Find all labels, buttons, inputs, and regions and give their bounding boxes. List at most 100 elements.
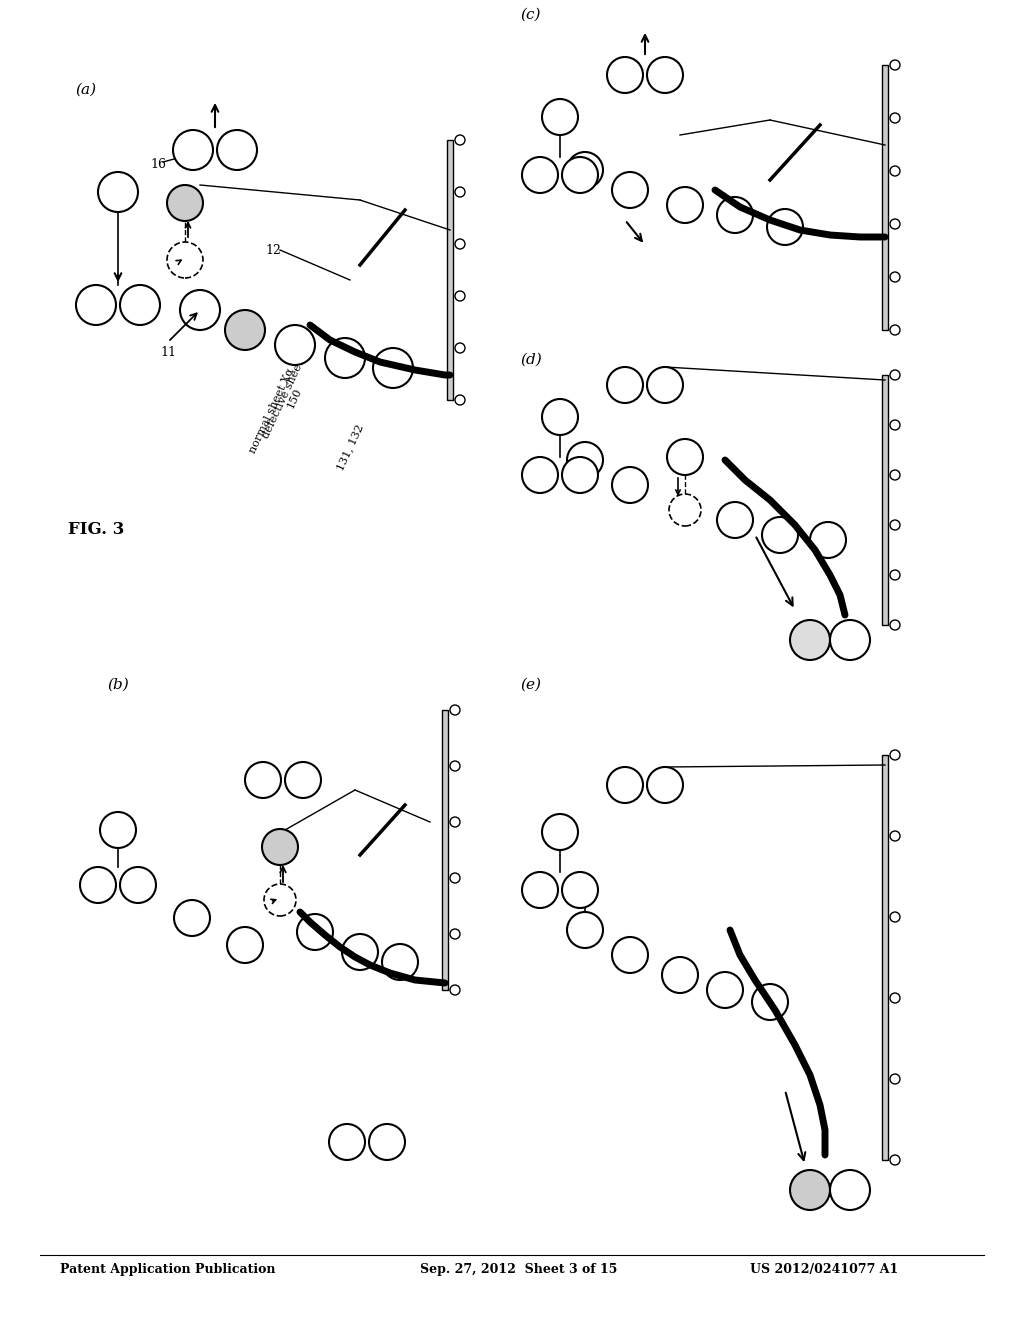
Circle shape (562, 457, 598, 492)
Circle shape (100, 812, 136, 847)
Circle shape (890, 750, 900, 760)
Circle shape (890, 993, 900, 1003)
Circle shape (180, 290, 220, 330)
Circle shape (890, 420, 900, 430)
Circle shape (373, 348, 413, 388)
Circle shape (662, 957, 698, 993)
Circle shape (275, 325, 315, 366)
Circle shape (227, 927, 263, 964)
Circle shape (567, 152, 603, 187)
Circle shape (890, 59, 900, 70)
Circle shape (285, 762, 321, 799)
Circle shape (790, 620, 830, 660)
Circle shape (810, 521, 846, 558)
Bar (447, 140, 453, 400)
Circle shape (522, 873, 558, 908)
Text: Sep. 27, 2012  Sheet 3 of 15: Sep. 27, 2012 Sheet 3 of 15 (420, 1263, 617, 1276)
Circle shape (80, 867, 116, 903)
Circle shape (225, 310, 265, 350)
Circle shape (382, 944, 418, 979)
Circle shape (562, 873, 598, 908)
Circle shape (450, 873, 460, 883)
Circle shape (890, 1074, 900, 1084)
Circle shape (612, 172, 648, 209)
Circle shape (669, 494, 701, 525)
Circle shape (455, 395, 465, 405)
Circle shape (762, 517, 798, 553)
Circle shape (752, 983, 788, 1020)
Circle shape (455, 135, 465, 145)
Circle shape (790, 1170, 830, 1210)
Circle shape (562, 157, 598, 193)
Circle shape (890, 570, 900, 579)
Text: US 2012/0241077 A1: US 2012/0241077 A1 (750, 1263, 898, 1276)
Circle shape (647, 367, 683, 403)
Circle shape (329, 1125, 365, 1160)
Circle shape (890, 832, 900, 841)
Bar (882, 65, 888, 330)
Circle shape (647, 57, 683, 92)
Circle shape (830, 620, 870, 660)
Circle shape (173, 129, 213, 170)
Circle shape (890, 325, 900, 335)
Circle shape (76, 285, 116, 325)
Text: FIG. 3: FIG. 3 (68, 521, 124, 539)
Text: (b): (b) (106, 678, 129, 692)
Circle shape (542, 99, 578, 135)
Circle shape (342, 935, 378, 970)
Circle shape (890, 520, 900, 531)
Text: (c): (c) (520, 8, 541, 22)
Circle shape (450, 929, 460, 939)
Text: 12: 12 (265, 243, 281, 256)
Text: (d): (d) (520, 352, 542, 367)
Circle shape (612, 467, 648, 503)
Circle shape (455, 343, 465, 352)
Circle shape (890, 912, 900, 921)
Circle shape (245, 762, 281, 799)
Circle shape (325, 338, 365, 378)
Circle shape (455, 187, 465, 197)
Circle shape (717, 502, 753, 539)
Circle shape (450, 705, 460, 715)
Text: Patent Application Publication: Patent Application Publication (60, 1263, 275, 1276)
Circle shape (607, 767, 643, 803)
Circle shape (607, 57, 643, 92)
Circle shape (455, 290, 465, 301)
Circle shape (120, 867, 156, 903)
Circle shape (767, 209, 803, 246)
Circle shape (450, 985, 460, 995)
Circle shape (174, 900, 210, 936)
Circle shape (667, 187, 703, 223)
Text: 131, 132: 131, 132 (335, 422, 366, 473)
Circle shape (522, 157, 558, 193)
Circle shape (667, 440, 703, 475)
Circle shape (450, 817, 460, 828)
Circle shape (567, 912, 603, 948)
Text: 16: 16 (150, 158, 166, 172)
Circle shape (297, 913, 333, 950)
Text: normal sheet Xα: normal sheet Xα (248, 367, 296, 455)
Circle shape (707, 972, 743, 1008)
Circle shape (120, 285, 160, 325)
Circle shape (450, 762, 460, 771)
Circle shape (890, 219, 900, 228)
Text: defective sheet Xβ: defective sheet Xβ (260, 342, 313, 440)
Circle shape (890, 370, 900, 380)
Circle shape (167, 185, 203, 220)
Circle shape (542, 399, 578, 436)
Circle shape (717, 197, 753, 234)
Circle shape (612, 937, 648, 973)
Circle shape (455, 239, 465, 249)
Circle shape (167, 242, 203, 279)
Circle shape (264, 884, 296, 916)
Circle shape (607, 367, 643, 403)
Bar (882, 755, 888, 1160)
Bar (442, 710, 449, 990)
Circle shape (890, 620, 900, 630)
Text: (a): (a) (75, 83, 96, 96)
Circle shape (890, 272, 900, 282)
Circle shape (890, 470, 900, 480)
Circle shape (647, 767, 683, 803)
Circle shape (98, 172, 138, 213)
Circle shape (890, 166, 900, 176)
